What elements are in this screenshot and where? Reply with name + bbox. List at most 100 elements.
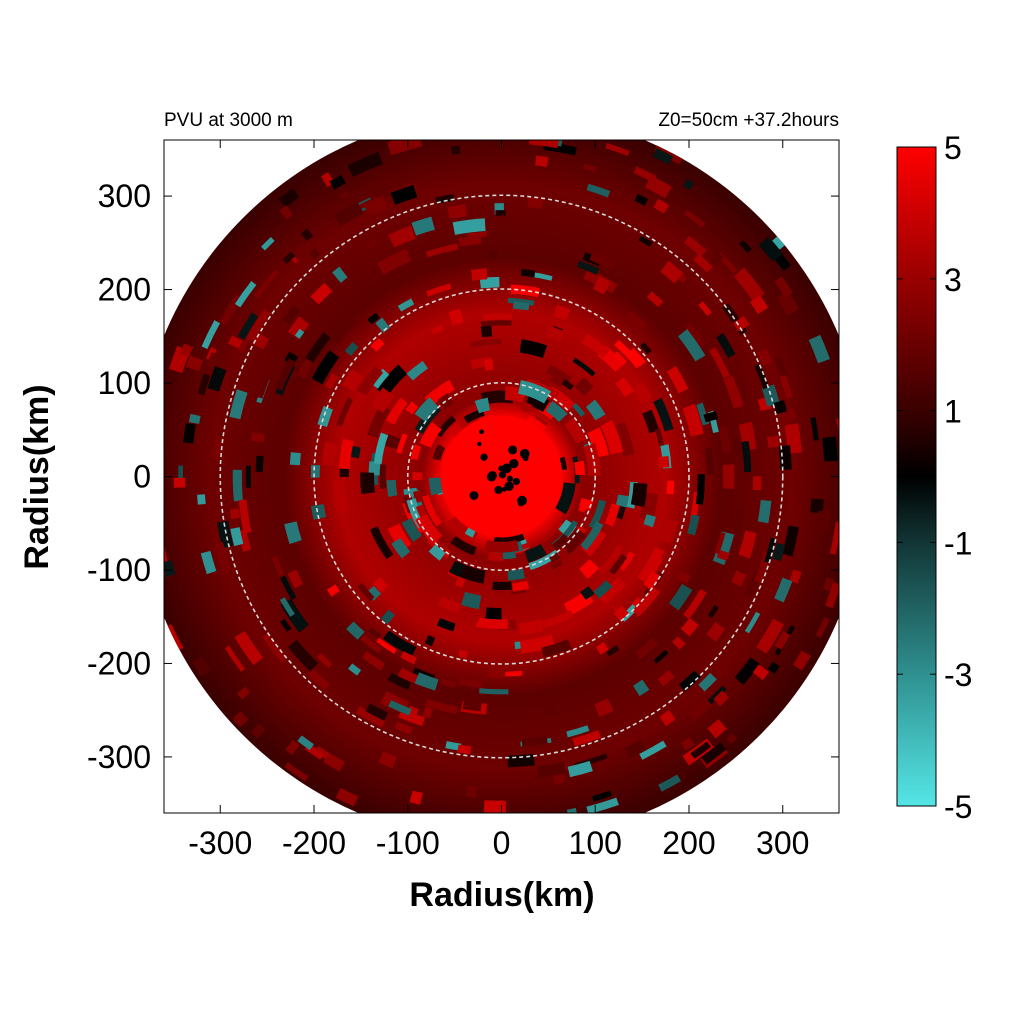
field-patch (435, 415, 457, 438)
field-patch (425, 283, 452, 297)
field-patch (815, 616, 830, 638)
y-tick-label: 300 (98, 178, 151, 214)
field-patch (726, 733, 738, 745)
field-patch (457, 744, 472, 755)
field-patch (701, 742, 727, 765)
field-patch (246, 308, 271, 341)
y-axis-ticks: 300 200 100 0 -100 -200 -300 (87, 178, 839, 775)
y-tick-label: -300 (87, 739, 151, 775)
field-patch (693, 253, 713, 273)
x-axis-title: Radius(km) (409, 876, 594, 914)
field-patch (450, 145, 461, 155)
field-patch (458, 235, 482, 247)
field-patch (254, 269, 279, 299)
field-patch (773, 400, 787, 414)
field-patch (370, 337, 385, 352)
field-patch (520, 268, 536, 278)
field-patch (698, 301, 712, 317)
field-patch (394, 721, 413, 735)
field-patch (237, 335, 251, 354)
field-patch (325, 373, 339, 390)
field-patch (549, 552, 561, 564)
field-patch (733, 315, 750, 332)
field-patch (703, 410, 719, 423)
field-patch (480, 320, 512, 327)
chart-title-right: Z0=50cm +37.2hours (658, 110, 839, 131)
field-patch (722, 464, 735, 489)
field-patch (470, 338, 502, 348)
field-patch (480, 325, 493, 338)
field-patch (754, 363, 770, 390)
field-core-spot (469, 491, 479, 500)
field-patch (577, 260, 600, 275)
field-patch (638, 235, 653, 247)
field-patch (279, 597, 295, 617)
field-patch (310, 282, 333, 305)
field-patch (317, 405, 333, 427)
field-patch (690, 741, 712, 759)
field-patch (682, 403, 704, 437)
field-patch (774, 577, 793, 603)
field-patch (237, 686, 251, 700)
field-patch (229, 508, 241, 520)
y-tick-label: -200 (87, 645, 151, 681)
field-patch (485, 607, 502, 621)
field-core-spot (512, 477, 520, 486)
field-patch (567, 760, 593, 778)
field-core-spot (494, 485, 503, 495)
field-patch (774, 276, 793, 298)
field-patch (287, 569, 304, 589)
field-patch (311, 350, 340, 385)
field-patch (192, 655, 212, 677)
field-patch (507, 753, 535, 768)
y-tick-label: 200 (98, 272, 151, 308)
field-patch (405, 401, 419, 415)
field-patch (683, 209, 706, 228)
field-patch (183, 422, 196, 444)
field-patch (758, 236, 783, 262)
field-patch (676, 570, 691, 584)
field-patch (366, 238, 379, 250)
field-patch (289, 452, 301, 466)
field-patch (774, 356, 789, 379)
field-patch (275, 358, 296, 391)
field-patch (180, 343, 194, 357)
field-patch (642, 409, 660, 434)
field-patch (628, 347, 646, 367)
field-patch (201, 320, 221, 349)
field-patch (527, 196, 544, 209)
field-patch (449, 560, 465, 577)
field-patch (482, 313, 513, 321)
field-patch (615, 494, 629, 508)
field-patch (373, 432, 389, 464)
field-patch (287, 639, 319, 672)
field-patch (792, 650, 811, 671)
field-patch (450, 535, 477, 556)
field-patch (658, 456, 670, 468)
field-patch (390, 184, 418, 205)
field-patch (477, 617, 509, 629)
field-patch (572, 402, 586, 417)
field-patch (561, 379, 575, 391)
field-patch (732, 506, 745, 534)
field-patch (706, 622, 726, 642)
field-patch (284, 762, 309, 782)
field-patch (348, 663, 362, 676)
colorbar-tick-label: -1 (944, 525, 972, 561)
field-patch (411, 216, 435, 236)
field-patch (823, 577, 835, 592)
field-patch (666, 480, 675, 495)
field-patch (386, 479, 398, 497)
colorbar (896, 146, 937, 807)
field-patch (326, 584, 340, 597)
field-patch (774, 254, 791, 271)
field-patch (654, 427, 665, 447)
field-patch (683, 178, 695, 190)
field-patch (639, 341, 652, 355)
field-patch (633, 166, 657, 183)
field-patch (744, 611, 761, 634)
field-patch (666, 365, 689, 394)
field-patch (752, 476, 762, 491)
field-patch (466, 785, 477, 798)
